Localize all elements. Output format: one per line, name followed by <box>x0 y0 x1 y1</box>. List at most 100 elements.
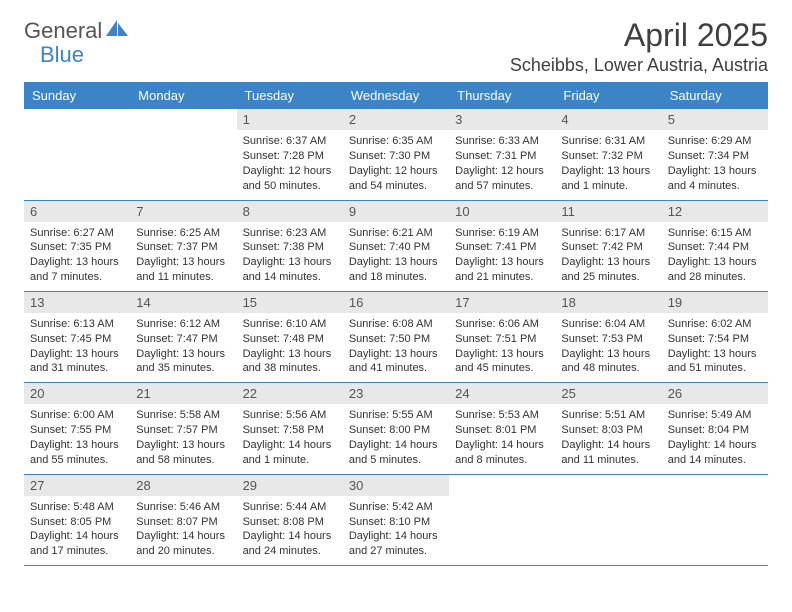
daylight-text: Daylight: 13 hours and 35 minutes. <box>136 347 230 377</box>
daylight-text: Daylight: 13 hours and 38 minutes. <box>243 347 337 377</box>
daylight-text: Daylight: 13 hours and 1 minute. <box>561 164 655 194</box>
brand-top-line: General <box>24 18 128 44</box>
day-cell: 18Sunrise: 6:04 AMSunset: 7:53 PMDayligh… <box>555 292 661 382</box>
day-cell: 27 Sunrise: 5:48 AMSunset: 8:05 PMDayligh… <box>24 475 130 565</box>
day-body: Sunrise: 5:49 AMSunset: 8:04 PMDaylight:… <box>662 404 768 473</box>
day-cell: 14Sunrise: 6:12 AMSunset: 7:47 PMDayligh… <box>130 292 236 382</box>
sunrise-text: Sunrise: 6:37 AM <box>243 134 337 149</box>
day-body: Sunrise: 6:13 AMSunset: 7:45 PMDaylight:… <box>24 313 130 382</box>
sunset-text: Sunset: 7:41 PM <box>455 240 549 255</box>
day-body: Sunrise: 6:00 AMSunset: 7:55 PMDaylight:… <box>24 404 130 473</box>
day-number: 19 <box>662 292 768 313</box>
day-number: 11 <box>555 201 661 222</box>
day-number: 28 <box>130 475 236 496</box>
daylight-text: Daylight: 14 hours and 17 minutes. <box>30 529 124 559</box>
daylight-text: Daylight: 14 hours and 27 minutes. <box>349 529 443 559</box>
day-number: 3 <box>449 109 555 130</box>
day-cell: 25Sunrise: 5:51 AMSunset: 8:03 PMDayligh… <box>555 383 661 473</box>
daylight-text: Daylight: 13 hours and 4 minutes. <box>668 164 762 194</box>
sunrise-text: Sunrise: 6:02 AM <box>668 317 762 332</box>
sunset-text: Sunset: 8:04 PM <box>668 423 762 438</box>
daylight-text: Daylight: 12 hours and 57 minutes. <box>455 164 549 194</box>
day-number: 29 <box>237 475 343 496</box>
week-row: 6Sunrise: 6:27 AMSunset: 7:35 PMDaylight… <box>24 201 768 292</box>
sunset-text: Sunset: 8:00 PM <box>349 423 443 438</box>
sunset-text: Sunset: 7:45 PM <box>30 332 124 347</box>
day-number: 30 <box>343 475 449 496</box>
day-body: Sunrise: 6:12 AMSunset: 7:47 PMDaylight:… <box>130 313 236 382</box>
sunrise-text: Sunrise: 6:21 AM <box>349 226 443 241</box>
daylight-text: Daylight: 13 hours and 58 minutes. <box>136 438 230 468</box>
sunset-text: Sunset: 7:44 PM <box>668 240 762 255</box>
day-number: 20 <box>24 383 130 404</box>
daylight-text: Daylight: 12 hours and 54 minutes. <box>349 164 443 194</box>
day-number: 5 <box>662 109 768 130</box>
sunrise-text: Sunrise: 6:12 AM <box>136 317 230 332</box>
sunrise-text: Sunrise: 6:13 AM <box>30 317 124 332</box>
day-number: 27 <box>24 475 130 496</box>
sunrise-text: Sunrise: 6:27 AM <box>30 226 124 241</box>
week-row: 1Sunrise: 6:37 AMSunset: 7:28 PMDaylight… <box>24 109 768 200</box>
daylight-text: Daylight: 13 hours and 18 minutes. <box>349 255 443 285</box>
day-body: Sunrise: 5:46 AMSunset: 8:07 PMDaylight:… <box>130 496 236 565</box>
daylight-text: Daylight: 13 hours and 11 minutes. <box>136 255 230 285</box>
sunrise-text: Sunrise: 5:49 AM <box>668 408 762 423</box>
sunset-text: Sunset: 7:55 PM <box>30 423 124 438</box>
sunset-text: Sunset: 7:31 PM <box>455 149 549 164</box>
sunrise-text: Sunrise: 6:33 AM <box>455 134 549 149</box>
sunset-text: Sunset: 7:51 PM <box>455 332 549 347</box>
daylight-text: Daylight: 14 hours and 24 minutes. <box>243 529 337 559</box>
day-cell: 12Sunrise: 6:15 AMSunset: 7:44 PMDayligh… <box>662 201 768 291</box>
daylight-text: Daylight: 14 hours and 20 minutes. <box>136 529 230 559</box>
sunset-text: Sunset: 7:53 PM <box>561 332 655 347</box>
day-number: 23 <box>343 383 449 404</box>
calendar-body: 1Sunrise: 6:37 AMSunset: 7:28 PMDaylight… <box>24 109 768 566</box>
daylight-text: Daylight: 14 hours and 8 minutes. <box>455 438 549 468</box>
dow-cell: Sunday <box>24 82 130 109</box>
day-body: Sunrise: 5:53 AMSunset: 8:01 PMDaylight:… <box>449 404 555 473</box>
sunset-text: Sunset: 7:54 PM <box>668 332 762 347</box>
day-body: Sunrise: 6:10 AMSunset: 7:48 PMDaylight:… <box>237 313 343 382</box>
calendar-page: General Blue April 2025 Scheibbs, Lower … <box>0 0 792 612</box>
day-cell: 29Sunrise: 5:44 AMSunset: 8:08 PMDayligh… <box>237 475 343 565</box>
day-body: Sunrise: 6:23 AMSunset: 7:38 PMDaylight:… <box>237 222 343 291</box>
sunrise-text: Sunrise: 5:48 AM <box>30 500 124 515</box>
day-number: 15 <box>237 292 343 313</box>
daylight-text: Daylight: 13 hours and 21 minutes. <box>455 255 549 285</box>
day-body: Sunrise: 6:31 AMSunset: 7:32 PMDaylight:… <box>555 130 661 199</box>
day-number: 7 <box>130 201 236 222</box>
sunset-text: Sunset: 7:28 PM <box>243 149 337 164</box>
sunrise-text: Sunrise: 5:55 AM <box>349 408 443 423</box>
sunset-text: Sunset: 8:10 PM <box>349 515 443 530</box>
sunrise-text: Sunrise: 5:56 AM <box>243 408 337 423</box>
day-body: Sunrise: 5:44 AMSunset: 8:08 PMDaylight:… <box>237 496 343 565</box>
dow-cell: Thursday <box>449 82 555 109</box>
sunset-text: Sunset: 7:47 PM <box>136 332 230 347</box>
day-cell: 26Sunrise: 5:49 AMSunset: 8:04 PMDayligh… <box>662 383 768 473</box>
dow-cell: Monday <box>130 82 236 109</box>
daylight-text: Daylight: 13 hours and 51 minutes. <box>668 347 762 377</box>
day-body: Sunrise: 6:06 AMSunset: 7:51 PMDaylight:… <box>449 313 555 382</box>
sunrise-text: Sunrise: 5:42 AM <box>349 500 443 515</box>
sunrise-text: Sunrise: 6:29 AM <box>668 134 762 149</box>
sunrise-text: Sunrise: 6:35 AM <box>349 134 443 149</box>
dow-cell: Tuesday <box>237 82 343 109</box>
sunrise-text: Sunrise: 6:19 AM <box>455 226 549 241</box>
day-number: 18 <box>555 292 661 313</box>
sunrise-text: Sunrise: 6:10 AM <box>243 317 337 332</box>
location-subtitle: Scheibbs, Lower Austria, Austria <box>510 55 768 76</box>
day-cell: 13Sunrise: 6:13 AMSunset: 7:45 PMDayligh… <box>24 292 130 382</box>
day-number: 8 <box>237 201 343 222</box>
day-cell <box>130 109 236 199</box>
sail-icon <box>106 18 128 44</box>
day-body: Sunrise: 5:42 AMSunset: 8:10 PMDaylight:… <box>343 496 449 565</box>
day-cell: 8Sunrise: 6:23 AMSunset: 7:38 PMDaylight… <box>237 201 343 291</box>
daylight-text: Daylight: 13 hours and 41 minutes. <box>349 347 443 377</box>
day-cell: 21Sunrise: 5:58 AMSunset: 7:57 PMDayligh… <box>130 383 236 473</box>
sunrise-text: Sunrise: 6:15 AM <box>668 226 762 241</box>
day-number: 26 <box>662 383 768 404</box>
day-of-week-header: SundayMondayTuesdayWednesdayThursdayFrid… <box>24 82 768 109</box>
day-body: Sunrise: 6:37 AMSunset: 7:28 PMDaylight:… <box>237 130 343 199</box>
day-number: 21 <box>130 383 236 404</box>
sunset-text: Sunset: 8:05 PM <box>30 515 124 530</box>
